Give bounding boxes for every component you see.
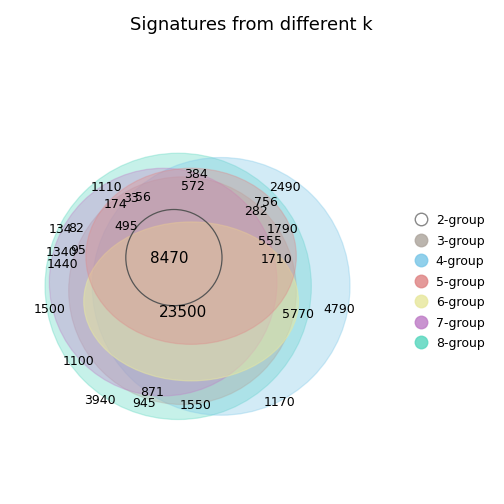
Text: 56: 56 — [135, 191, 151, 204]
Text: 871: 871 — [140, 387, 163, 399]
Text: 572: 572 — [181, 180, 205, 193]
Text: 945: 945 — [132, 397, 156, 410]
Text: 82: 82 — [69, 222, 84, 235]
Text: 95: 95 — [71, 244, 87, 257]
Text: 555: 555 — [258, 235, 282, 248]
Ellipse shape — [49, 168, 277, 396]
Text: 4790: 4790 — [324, 303, 355, 317]
Ellipse shape — [45, 153, 311, 419]
Text: 33: 33 — [123, 192, 139, 205]
Text: 1440: 1440 — [46, 259, 78, 271]
Text: 1110: 1110 — [90, 181, 122, 194]
Text: 1790: 1790 — [266, 223, 298, 236]
Ellipse shape — [69, 177, 296, 405]
Ellipse shape — [86, 168, 296, 344]
Legend: 2-group, 3-group, 4-group, 5-group, 6-group, 7-group, 8-group: 2-group, 3-group, 4-group, 5-group, 6-gr… — [409, 208, 490, 356]
Text: 1340: 1340 — [45, 245, 77, 259]
Text: 2490: 2490 — [269, 181, 300, 194]
Text: 282: 282 — [243, 205, 268, 218]
Text: 1100: 1100 — [62, 355, 94, 368]
Text: 1500: 1500 — [33, 303, 66, 317]
Text: 1550: 1550 — [179, 399, 211, 412]
Text: 756: 756 — [255, 196, 278, 209]
Text: 1710: 1710 — [260, 253, 292, 266]
Text: 495: 495 — [115, 220, 139, 233]
Text: 23500: 23500 — [158, 304, 207, 320]
Text: 384: 384 — [184, 168, 208, 181]
Text: 174: 174 — [103, 198, 127, 211]
Text: 3940: 3940 — [84, 394, 116, 407]
Text: 134: 134 — [48, 223, 72, 236]
Ellipse shape — [92, 158, 350, 415]
Text: 5770: 5770 — [282, 308, 314, 321]
Text: 1170: 1170 — [263, 396, 295, 409]
Title: Signatures from different k: Signatures from different k — [130, 17, 372, 34]
Text: 8470: 8470 — [150, 251, 189, 266]
Ellipse shape — [84, 222, 298, 381]
